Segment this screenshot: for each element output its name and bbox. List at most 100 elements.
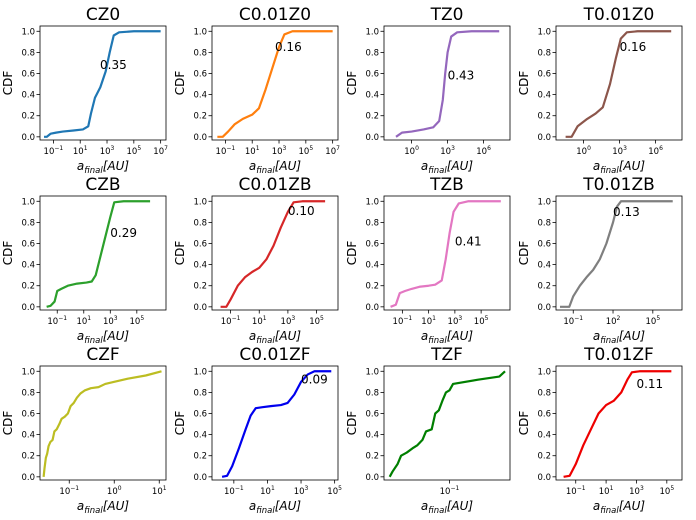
y-tick-label: 0.0 <box>21 473 35 483</box>
y-tick-label: 0.8 <box>537 388 551 398</box>
y-tick-label: 1.0 <box>193 197 207 207</box>
y-tick-label: 0.4 <box>365 91 379 101</box>
axes-frame <box>555 195 683 311</box>
y-tick-label: 0.0 <box>21 133 35 143</box>
y-tick-label: 1.0 <box>21 367 35 377</box>
y-tick-label: 0.2 <box>21 452 35 462</box>
x-tick-label: 100 <box>107 485 122 497</box>
x-tick-label: 101 <box>245 145 260 157</box>
x-tick-label: 106 <box>476 145 491 157</box>
x-tick-label: 103 <box>440 145 455 157</box>
y-axis-label: CDF <box>345 411 359 436</box>
y-tick-label: 0.2 <box>537 282 551 292</box>
subplot-title: C0.01Z0 <box>239 5 311 25</box>
y-tick-label: 0.6 <box>537 70 551 80</box>
x-axis-label: afinal[AU] <box>249 159 301 176</box>
axes-frame <box>383 25 511 141</box>
annotation-label: 0.16 <box>275 40 302 54</box>
x-tick-label: 107 <box>153 145 168 157</box>
x-tick-label: 105 <box>327 485 342 497</box>
x-tick-label: 101 <box>76 315 91 327</box>
y-tick-label: 0.2 <box>365 452 379 462</box>
x-tick-label: 107 <box>325 145 340 157</box>
x-tick-label: 100 <box>576 145 591 157</box>
subplot-tz0: TZ0 0.0 0.2 0.4 0.6 0.8 1.0 CDF 100 103 106afinal[… <box>345 5 511 176</box>
y-tick-label: 0.6 <box>365 410 379 420</box>
subplot-czb: CZB 0.0 0.2 0.4 0.6 0.8 1.0 CDF 10−1 101 103 105afi… <box>1 175 167 346</box>
subplot-title: C0.01ZF <box>239 345 310 365</box>
x-tick-label: 103 <box>281 315 296 327</box>
x-axis-label: afinal[AU] <box>421 329 473 346</box>
subplot-c0-01zf: C0.01ZF 0.0 0.2 0.4 0.6 0.8 1.0 CDF 10−1 101 103 10… <box>173 345 342 516</box>
axes-frame <box>211 25 339 141</box>
y-tick-label: 0.8 <box>365 48 379 58</box>
y-tick-label: 0.8 <box>193 48 207 58</box>
axes-frame <box>555 365 683 481</box>
subplot-c0-01zb: C0.01ZB 0.0 0.2 0.4 0.6 0.8 1.0 CDF 10−1 101 103 10… <box>173 175 339 346</box>
y-tick-label: 0.4 <box>21 431 35 441</box>
axes-frame <box>555 25 683 141</box>
y-tick-label: 0.2 <box>193 112 207 122</box>
y-tick-label: 0.8 <box>537 218 551 228</box>
y-tick-label: 1.0 <box>537 367 551 377</box>
x-tick-label: 106 <box>648 145 663 157</box>
annotation-label: 0.43 <box>448 69 475 83</box>
y-axis-label: CDF <box>1 71 15 96</box>
x-tick-label: 105 <box>309 315 324 327</box>
subplot-tzb: TZB 0.0 0.2 0.4 0.6 0.8 1.0 CDF 10−1 101 103 105afi… <box>345 175 511 346</box>
y-tick-label: 0.8 <box>21 48 35 58</box>
axes-frame <box>39 25 167 141</box>
y-tick-label: 0.2 <box>21 282 35 292</box>
x-tick-label: 101 <box>421 315 436 327</box>
x-tick-label: 103 <box>103 315 118 327</box>
axes-frame <box>39 195 167 311</box>
y-tick-label: 0.4 <box>537 431 551 441</box>
y-tick-label: 0.0 <box>365 473 379 483</box>
y-tick-label: 0.0 <box>537 133 551 143</box>
subplot-t0-01zf: T0.01ZF 0.0 0.2 0.4 0.6 0.8 1.0 CDF 10−1 101 103 10… <box>517 345 683 516</box>
y-tick-label: 0.8 <box>537 48 551 58</box>
cdf-line <box>220 200 326 308</box>
x-tick-label: 10−1 <box>224 485 244 497</box>
x-tick-label: 103 <box>629 485 644 497</box>
y-tick-label: 0.8 <box>193 218 207 228</box>
x-axis-label: afinal[AU] <box>593 499 645 516</box>
annotation-label: 0.29 <box>110 226 137 240</box>
y-tick-label: 0.2 <box>537 452 551 462</box>
y-tick-label: 0.2 <box>21 112 35 122</box>
axes-frame <box>39 365 167 481</box>
y-tick-label: 1.0 <box>21 27 35 37</box>
y-tick-label: 0.6 <box>365 240 379 250</box>
y-tick-label: 1.0 <box>365 197 379 207</box>
annotation-label: 0.41 <box>455 234 482 248</box>
subplot-cz0: CZ0 0.0 0.2 0.4 0.6 0.8 1.0 CDF 10−1 101 103 105 107… <box>1 5 168 176</box>
y-tick-label: 0.4 <box>21 261 35 271</box>
x-axis-label: afinal[AU] <box>593 329 645 346</box>
cdf-line <box>44 30 161 138</box>
x-axis-label: afinal[AU] <box>421 159 473 176</box>
annotation-label: 0.09 <box>301 373 328 387</box>
x-tick-label: 102 <box>606 315 621 327</box>
x-tick-label: 10−1 <box>47 315 67 327</box>
x-axis-label: afinal[AU] <box>593 159 645 176</box>
y-tick-label: 0.6 <box>365 70 379 80</box>
y-axis-label: CDF <box>1 241 15 266</box>
cdf-line <box>217 30 333 138</box>
y-tick-label: 0.4 <box>537 261 551 271</box>
subplot-tzf: TZF 0.0 0.2 0.4 0.6 0.8 1.0 CDF 10−1 afinal[AU] <box>345 345 511 516</box>
y-tick-label: 0.6 <box>21 240 35 250</box>
annotation-label: 0.16 <box>620 40 647 54</box>
y-axis-label: CDF <box>517 71 531 96</box>
x-tick-label: 101 <box>599 485 614 497</box>
subplot-czf: CZF 0.0 0.2 0.4 0.6 0.8 1.0 CDF 10−1 100 101 afinal… <box>1 345 167 516</box>
x-tick-label: 103 <box>448 315 463 327</box>
annotation-label: 0.11 <box>636 377 663 391</box>
x-axis-label: afinal[AU] <box>249 329 301 346</box>
y-tick-label: 0.6 <box>193 240 207 250</box>
annotation-label: 0.10 <box>288 204 315 218</box>
y-tick-label: 0.0 <box>365 133 379 143</box>
x-axis-label: afinal[AU] <box>77 329 129 346</box>
subplot-title: CZF <box>86 345 119 365</box>
y-tick-label: 0.0 <box>193 473 207 483</box>
x-tick-label: 105 <box>645 315 660 327</box>
